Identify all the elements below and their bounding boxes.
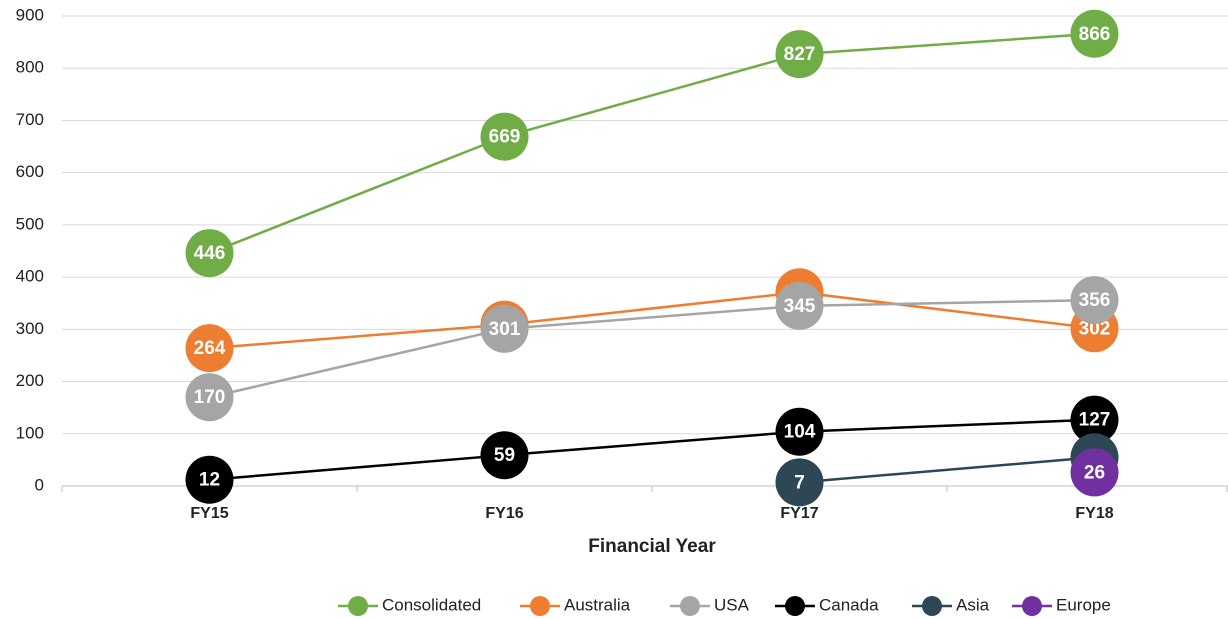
data-label: 356 <box>1079 290 1111 311</box>
marker <box>480 304 529 353</box>
data-label: 866 <box>1079 24 1111 45</box>
y-tick-label: 200 <box>16 371 44 390</box>
x-tick-label: FY18 <box>1075 505 1113 522</box>
data-label: 345 <box>784 296 816 317</box>
y-tick-label: 300 <box>16 319 44 338</box>
y-tick-label: 100 <box>16 423 44 442</box>
marker <box>1070 448 1119 497</box>
marker <box>185 373 234 422</box>
legend-marker <box>1022 596 1042 616</box>
legend-label: Canada <box>819 595 879 614</box>
y-tick-label: 800 <box>16 58 44 77</box>
data-label: 669 <box>489 127 521 148</box>
marker <box>185 455 234 504</box>
y-tick-label: 500 <box>16 214 44 233</box>
legend-marker <box>680 596 700 616</box>
x-tick-label: FY15 <box>190 505 228 522</box>
legend-label: USA <box>714 595 750 614</box>
marker <box>1070 395 1119 444</box>
series-line <box>799 456 1095 484</box>
marker <box>775 30 824 79</box>
x-tick-label: FY16 <box>485 505 523 522</box>
data-label: 26 <box>1084 462 1105 483</box>
y-tick-label: 900 <box>16 5 44 24</box>
legend-marker <box>530 596 550 616</box>
series-line <box>209 418 1095 481</box>
series-line <box>209 32 1095 255</box>
legend-label: Consolidated <box>382 595 481 614</box>
data-label: 446 <box>194 243 226 264</box>
data-label: 827 <box>784 44 816 65</box>
legend-marker <box>922 596 942 616</box>
marker <box>480 431 529 480</box>
x-axis-title: Financial Year <box>588 536 716 557</box>
y-tick-label: 600 <box>16 162 44 181</box>
legend-marker <box>348 596 368 616</box>
data-label: 59 <box>494 445 515 466</box>
y-tick-label: 700 <box>16 110 44 129</box>
data-label: 12 <box>199 470 220 491</box>
data-label: 104 <box>784 422 816 443</box>
marker <box>185 229 234 278</box>
marker <box>775 407 824 456</box>
y-tick-label: 0 <box>35 475 44 494</box>
legend-label: Asia <box>956 595 990 614</box>
marker <box>775 458 824 507</box>
marker <box>1070 9 1119 58</box>
data-label: 264 <box>194 338 226 359</box>
x-tick-label: FY17 <box>780 505 818 522</box>
y-tick-label: 400 <box>16 267 44 286</box>
data-label: 301 <box>489 319 521 340</box>
marker <box>1070 276 1119 325</box>
legend-label: Australia <box>564 595 631 614</box>
data-label: 302 <box>1079 318 1111 339</box>
legend-label: Europe <box>1056 595 1111 614</box>
marker <box>480 112 529 161</box>
data-label: 127 <box>1079 410 1111 431</box>
legend-marker <box>785 596 805 616</box>
data-label: 170 <box>194 387 226 408</box>
marker <box>775 281 824 330</box>
series-line <box>209 290 1095 350</box>
marker <box>185 324 234 373</box>
series-line <box>209 298 1095 399</box>
data-label: 7 <box>794 472 805 493</box>
